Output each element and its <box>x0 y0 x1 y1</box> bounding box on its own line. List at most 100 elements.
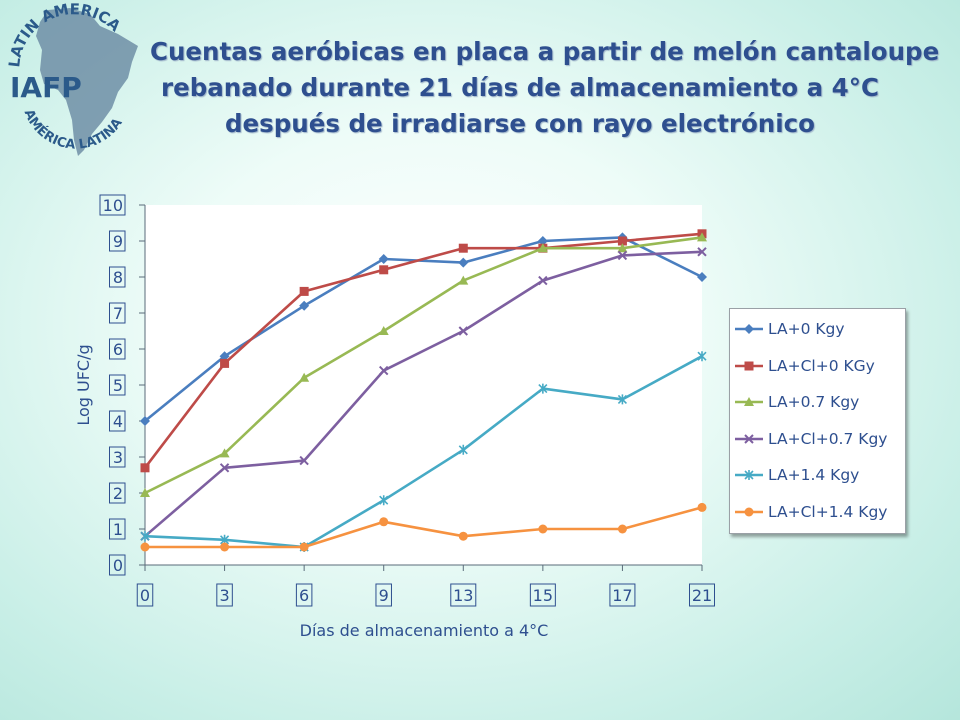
data-point <box>140 416 150 426</box>
x-tick-label-box <box>295 583 313 607</box>
y-tick-label: 9 <box>113 232 123 251</box>
data-point <box>378 326 389 335</box>
data-point <box>537 236 548 246</box>
y-axis-title: Log UFC/g <box>74 344 93 425</box>
x-axis-title: Días de almacenamiento a 4°C <box>300 621 549 640</box>
data-point <box>697 272 707 282</box>
data-point <box>458 531 468 541</box>
x-tick-label-box <box>375 583 392 607</box>
legend-swatch-marker <box>744 507 754 516</box>
y-tick-label-box <box>109 554 126 576</box>
legend-label: LA+0.7 Kgy <box>768 393 860 411</box>
data-point <box>458 257 469 268</box>
data-point <box>458 275 469 285</box>
plot-area <box>145 205 702 565</box>
legend-swatch-icon <box>735 433 763 444</box>
data-point <box>617 524 627 534</box>
y-axis-ticks: 0 1 2 3 4 5 6 7 8 9 10 <box>99 194 145 576</box>
x-tick-label: 17 <box>612 586 632 605</box>
x-tick-label: 15 <box>533 586 553 605</box>
data-point <box>697 502 707 512</box>
data-point <box>219 351 230 362</box>
y-tick-label: 7 <box>113 304 123 323</box>
y-tick-label: 2 <box>113 484 123 503</box>
data-point <box>537 243 548 253</box>
y-tick-label-box <box>109 338 126 360</box>
legend-swatch-icon <box>735 397 763 406</box>
legend-label: LA+Cl+0 KGy <box>768 356 875 375</box>
legend-swatch-icon <box>735 507 763 516</box>
data-point <box>140 542 150 552</box>
series-3 <box>140 232 707 497</box>
data-point <box>379 365 389 376</box>
y-tick-label-box <box>109 518 126 540</box>
y-tick-label: 5 <box>113 376 123 395</box>
iafp-latin-america-logo: LATIN AMERICA IAFP AMÉRICA LATINA <box>5 0 138 156</box>
y-tick-label: 4 <box>113 412 123 431</box>
data-point <box>617 250 628 261</box>
legend-swatch-marker <box>744 361 754 370</box>
data-point <box>458 444 468 455</box>
data-point <box>458 326 468 336</box>
series-line <box>145 506 703 549</box>
y-tick-label-box <box>109 482 126 504</box>
data-point <box>220 358 230 368</box>
legend-swatch-marker <box>744 397 754 406</box>
y-tick-label: 1 <box>113 520 123 539</box>
legend-label: LA+1.4 Kgy <box>768 466 860 484</box>
series-line <box>144 250 703 538</box>
legend-item: LA+0.7 Kgy <box>734 387 859 417</box>
series-line <box>144 236 703 423</box>
data-point <box>379 495 389 506</box>
y-tick-label: 0 <box>113 556 123 575</box>
title-line-1: Cuentas aeróbicas en placa a partir de m… <box>150 37 940 66</box>
chart-legend: LA+0 Kgy LA+Cl+0 KGy LA+0.7 Kgy LA+Cl+0.7 K… <box>729 308 906 534</box>
x-tick-label: 13 <box>453 586 473 605</box>
data-point <box>140 531 150 542</box>
y-tick-label-box <box>109 266 126 288</box>
y-tick-label: 8 <box>113 268 123 287</box>
y-tick-label-box <box>109 302 126 324</box>
legend-item: LA+1.4 Kgy <box>734 460 859 490</box>
data-point <box>140 463 150 473</box>
legend-swatch-marker <box>744 324 754 334</box>
x-tick-label-box <box>529 583 556 607</box>
data-point <box>697 247 707 257</box>
title-line-3: después de irradiarse con rayo electróni… <box>225 109 815 138</box>
x-tick-label: 9 <box>379 586 389 605</box>
legend-item: LA+0 Kgy <box>734 314 845 344</box>
data-point <box>220 542 230 552</box>
data-point <box>697 351 707 362</box>
legend-item: LA+Cl+1.4 Kgy <box>734 497 887 527</box>
y-tick-label: 3 <box>113 448 123 467</box>
y-tick-label-box <box>99 194 126 216</box>
series-layer <box>140 229 707 552</box>
y-tick-label-box <box>109 374 126 396</box>
x-tick-label-box <box>136 583 154 607</box>
legend-swatch-icon <box>735 361 763 370</box>
x-tick-label: 21 <box>692 586 712 605</box>
data-point <box>299 542 309 552</box>
legend-label: LA+0 Kgy <box>768 320 845 338</box>
y-tick-label: 6 <box>113 340 123 359</box>
data-point <box>299 300 310 311</box>
legend-item: LA+Cl+0 KGy <box>734 351 875 381</box>
series-6 <box>140 502 707 552</box>
title-line-2: rebanado durante 21 días de almacenamien… <box>161 73 879 102</box>
data-point <box>617 394 627 405</box>
x-tick-label: 3 <box>219 586 229 605</box>
data-point <box>538 524 548 534</box>
y-tick-label-box <box>109 230 126 252</box>
data-point <box>378 254 389 264</box>
series-5 <box>140 351 707 552</box>
data-point <box>697 232 707 242</box>
data-point <box>538 275 548 286</box>
logo-text-center: IAFP <box>10 71 82 104</box>
legend-swatch-icon <box>735 324 763 334</box>
x-tick-label-box <box>450 583 477 607</box>
data-point <box>299 372 310 382</box>
x-tick-label-box <box>609 583 636 607</box>
x-tick-label-box <box>216 583 233 607</box>
data-point <box>140 488 150 497</box>
data-point <box>379 517 389 527</box>
